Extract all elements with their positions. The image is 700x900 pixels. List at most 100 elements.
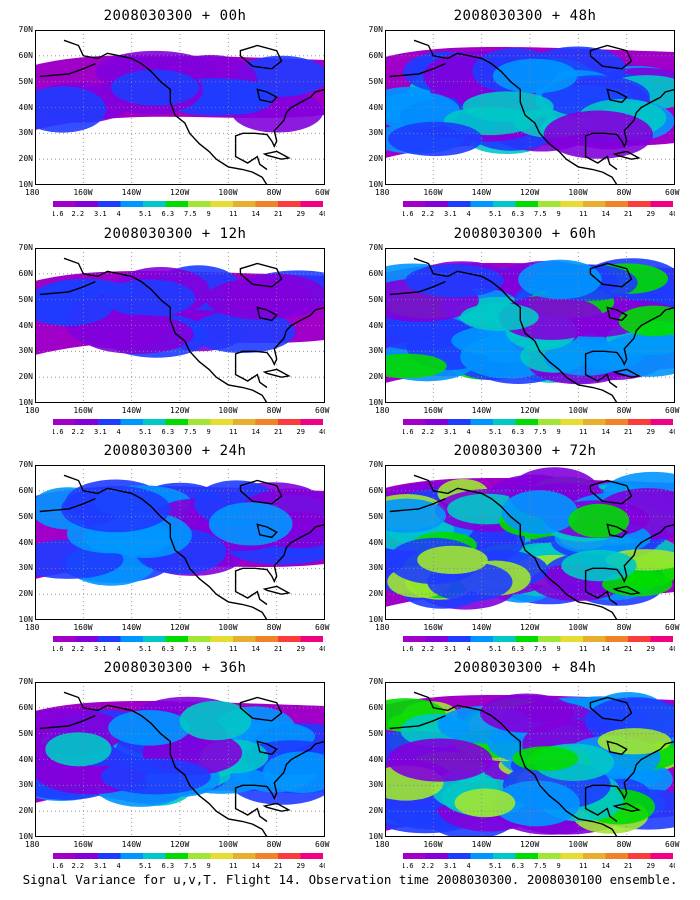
- colorbar: 1.6 2.2 3.1 4 5.1 6.3 7.5 9 11 14 21 29 40: [51, 853, 327, 877]
- figure-caption: Signal Variance for u,v,T. Flight 14. Ob…: [22, 872, 678, 887]
- lon-tick-label: 120W: [170, 840, 190, 849]
- lat-tick-label: 40N: [368, 320, 383, 330]
- colorbar-swatch: [98, 853, 121, 859]
- lat-tick-label: 70N: [368, 25, 383, 34]
- lon-tick-label: 100W: [218, 623, 238, 632]
- lon-tick-label: 140W: [471, 840, 491, 849]
- lon-tick-label: 140W: [471, 188, 491, 197]
- colorbar-label: 1.6: [53, 428, 64, 436]
- variance-contour: [100, 758, 211, 795]
- lat-tick-label: 40N: [18, 537, 33, 547]
- panel-title: 2008030300 + 00h: [103, 8, 247, 24]
- variance-map: [385, 682, 675, 837]
- colorbar-swatch: [560, 853, 583, 859]
- map-plot: [35, 465, 325, 620]
- lon-tick-label: 80W: [266, 406, 282, 415]
- colorbar-swatch: [120, 636, 143, 642]
- colorbar-swatch: [515, 201, 538, 207]
- colorbar-swatch: [143, 201, 166, 207]
- coastline: [612, 802, 641, 812]
- colorbar-label: 40: [319, 428, 325, 436]
- colorbar-swatch: [255, 201, 278, 207]
- colorbar-swatch: [188, 636, 211, 642]
- colorbar-swatch: [278, 636, 301, 642]
- colorbar-label: 29: [297, 862, 305, 870]
- colorbar-label: 40: [319, 210, 325, 218]
- coastline: [63, 257, 269, 403]
- panel-title: 2008030300 + 12h: [103, 226, 247, 242]
- colorbar-swatch: [470, 201, 493, 207]
- colorbar-label: 40: [669, 428, 675, 436]
- lat-tick-label: 30N: [18, 346, 33, 356]
- lon-tick-label: 120W: [170, 188, 190, 197]
- lon-tick-label: 180: [375, 406, 390, 415]
- lon-tick-label: 100W: [568, 623, 588, 632]
- map-panel: 2008030300 + 12h 70N 60N 50N 40N 30N 20N 10N 180…: [5, 226, 345, 441]
- lon-tick-label: 100W: [568, 840, 588, 849]
- lat-tick-label: 10N: [368, 832, 383, 841]
- lon-tick-label: 160W: [73, 188, 93, 197]
- lon-tick-label: 60W: [315, 188, 330, 197]
- colorbar-label: 7.5: [534, 862, 547, 870]
- variance-contour: [385, 91, 460, 130]
- colorbar-swatch: [233, 853, 256, 859]
- colorbar-label: 6.3: [162, 645, 175, 653]
- colorbar-label: 3.1: [444, 862, 457, 870]
- colorbar-swatch: [538, 201, 561, 207]
- lon-tick-label: 80W: [266, 623, 282, 632]
- variance-contour: [179, 700, 252, 741]
- colorbar-label: 7.5: [534, 210, 547, 218]
- coastline: [589, 44, 633, 70]
- variance-map: [385, 30, 675, 185]
- colorbar-label: 1.6: [403, 210, 414, 218]
- lat-tick-label: 20N: [368, 372, 383, 382]
- colorbar-swatch: [583, 636, 606, 642]
- variance-contour: [79, 314, 194, 354]
- colorbar-swatch: [300, 853, 323, 859]
- lat-tick-label: 40N: [18, 320, 33, 330]
- variance-contour: [206, 278, 312, 320]
- colorbar-swatch: [493, 201, 516, 207]
- lon-tick-label: 160W: [423, 406, 443, 415]
- variance-contour: [388, 121, 483, 157]
- coastline: [413, 474, 619, 620]
- colorbar-label: 9: [557, 428, 561, 436]
- colorbar-label: 9: [207, 645, 211, 653]
- colorbar-label: 6.3: [512, 862, 525, 870]
- colorbar-swatch: [628, 636, 651, 642]
- colorbar-label: 29: [647, 645, 655, 653]
- coastline: [413, 257, 619, 403]
- colorbar-swatch: [98, 201, 121, 207]
- colorbar-swatch: [75, 853, 98, 859]
- colorbar-swatch: [53, 636, 76, 642]
- colorbar-label: 3.1: [94, 645, 107, 653]
- colorbar-swatch: [143, 853, 166, 859]
- colorbar-swatch: [650, 853, 673, 859]
- colorbar-label: 11: [579, 862, 587, 870]
- colorbar-label: 4: [117, 645, 121, 653]
- panel-title: 2008030300 + 36h: [103, 660, 247, 676]
- colorbar-label: 4: [117, 210, 121, 218]
- colorbar-swatch: [538, 853, 561, 859]
- coastline: [39, 62, 96, 78]
- colorbar-label: 5.1: [139, 210, 152, 218]
- lat-tick-label: 10N: [368, 180, 383, 189]
- lat-tick-label: 40N: [368, 537, 383, 547]
- colorbar-label: 11: [579, 210, 587, 218]
- lat-tick-label: 30N: [18, 128, 33, 138]
- lat-tick-label: 60N: [18, 50, 33, 60]
- lat-tick-label: 60N: [18, 485, 33, 495]
- colorbar-swatch: [448, 201, 471, 207]
- variance-contour: [479, 693, 574, 733]
- coastline: [584, 143, 618, 171]
- variance-map: [385, 465, 675, 620]
- colorbar-swatch: [650, 201, 673, 207]
- colorbar-label: 1.6: [53, 862, 64, 870]
- colorbar-swatch: [403, 636, 426, 642]
- colorbar-swatch: [143, 636, 166, 642]
- colorbar-label: 21: [274, 645, 282, 653]
- variance-map: [35, 248, 325, 403]
- variance-contour: [454, 788, 516, 818]
- coastline: [584, 306, 675, 366]
- colorbar-label: 9: [557, 210, 561, 218]
